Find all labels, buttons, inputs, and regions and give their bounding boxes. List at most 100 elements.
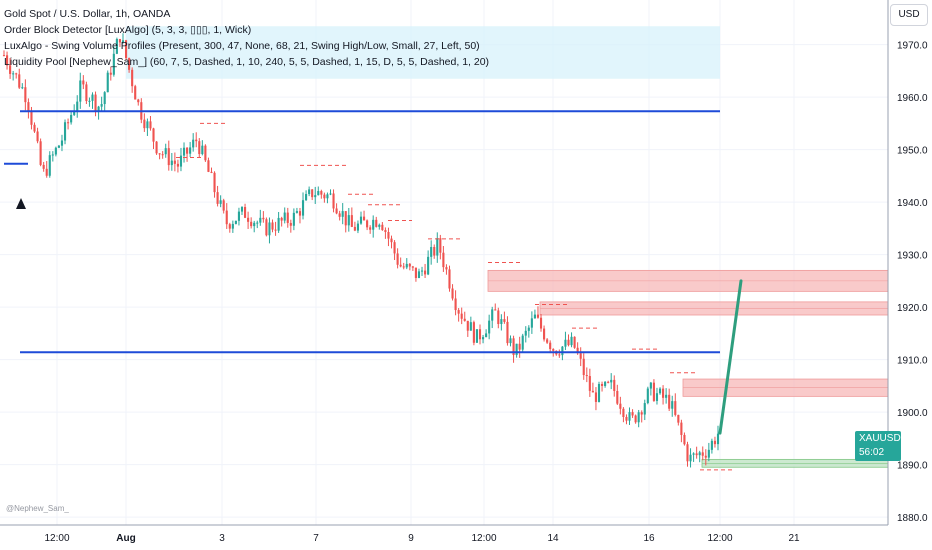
zone-cyan [126,26,720,79]
candle-body [442,252,445,268]
candle-body [658,388,662,394]
candle-body [155,141,158,154]
candle-body [320,191,323,195]
candle-body [509,338,512,344]
candle-body [134,86,137,100]
candle-body [326,194,329,199]
candle-body [494,309,497,311]
candle-body [247,217,250,222]
candle-body [201,145,204,155]
candle-body [674,401,677,415]
candle-body [124,40,128,59]
candle-body [149,121,152,129]
candle-body [393,242,396,254]
candle-body [506,321,509,344]
indicator-liquidity-pool[interactable]: Liquidity Pool [Nephew_Sam_] (60, 7, 5, … [4,56,490,68]
candle-body [292,212,295,226]
candle-body [118,39,122,43]
candle-body [179,155,183,167]
time-axis-tick: 14 [547,533,559,544]
candle-body [51,154,54,156]
time-axis-tick: 21 [788,533,800,544]
candle-body [704,455,707,458]
candle-body [454,298,457,311]
candle-body [488,320,491,334]
order-block-marker-icon [16,198,26,209]
candle-body [533,314,536,319]
projection-line [718,279,743,435]
candle-body [335,208,338,214]
candle-body [381,224,384,231]
indicator-swing-volume[interactable]: LuxAlgo - Swing Volume Profiles (Present… [4,40,480,52]
candle-body [619,403,622,409]
candle-body [634,415,637,423]
time-axis-tick: Aug [116,533,135,544]
time-axis-tick: 3 [219,533,225,544]
candle-body [485,333,488,338]
candle-body [73,110,76,115]
candle-body [15,73,18,75]
candle-body [536,314,540,318]
candle-body [250,221,253,227]
candle-body [610,379,613,383]
candle-body [689,454,692,462]
candle-body [524,330,527,336]
price-tag-symbol: XAUUSD [859,433,901,444]
candle-body [503,319,506,322]
price-axis-tick: 1930.0 [897,251,928,262]
candle-body [91,94,94,101]
candle-body [375,219,378,227]
candle-body [286,212,289,223]
candle-body [353,226,356,231]
candle-body [539,317,543,329]
candle-body [475,329,479,343]
candle-body [698,452,701,456]
candle-body [668,394,671,409]
candle-body [21,87,24,89]
candle-body [109,72,112,75]
candle-body [182,147,186,156]
candle-body [115,39,118,54]
indicator-order-block[interactable]: Order Block Detector [LuxAlgo] (5, 3, 3,… [4,24,252,36]
candle-body [405,263,408,268]
candle-body [5,55,9,66]
candle-body [283,212,286,221]
candle-body [295,211,298,213]
candle-body [390,238,393,243]
candle-body [128,58,131,70]
candle-body [106,72,109,93]
price-axis-tick: 1940.0 [897,198,928,209]
candle-body [329,193,332,195]
candle-body [338,213,341,217]
currency-button[interactable]: USD [890,4,928,26]
candle-body [570,336,573,346]
candle-body [655,393,659,401]
price-axis-tick: 1920.0 [897,303,928,314]
candle-body [604,381,607,386]
time-axis-tick: 12:00 [707,533,732,544]
candle-body [341,211,344,217]
candle-body [265,219,268,236]
candle-body [152,128,155,142]
candle-body [558,354,561,356]
candle-body [79,80,82,102]
price-tag-price: 1896.150 [900,433,932,444]
candle-body [9,65,12,74]
candle-body [210,171,213,173]
candle-body [707,449,710,458]
candle-body [585,375,588,377]
candle-body [305,194,308,201]
candle-body [234,220,237,224]
candle-body [161,154,164,156]
candle-body [649,382,652,389]
candle-body [716,433,720,445]
candle-body [530,318,533,328]
candle-body [225,210,228,225]
candle-body [652,382,655,401]
candle-body [552,349,555,351]
candle-body [243,207,247,218]
candle-body [387,232,390,239]
candle-body [195,139,198,142]
candle-body [314,195,317,198]
